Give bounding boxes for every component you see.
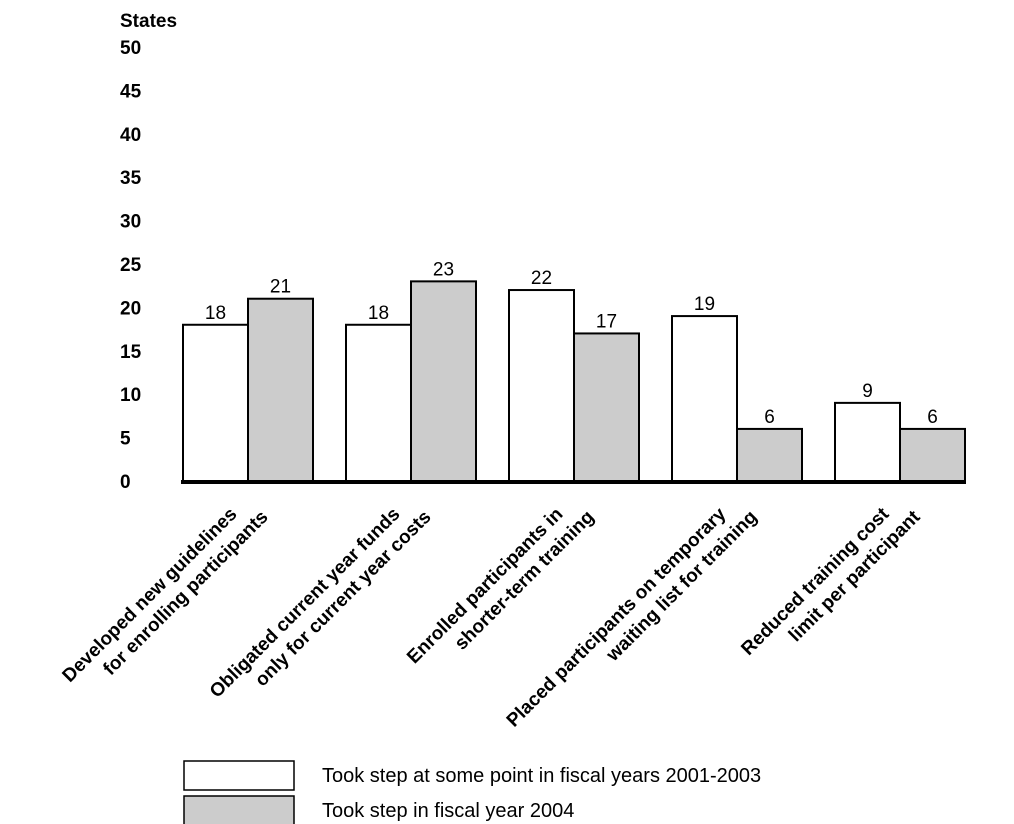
bar — [671, 315, 738, 482]
data-label: 6 — [764, 407, 775, 428]
bar — [899, 427, 966, 483]
y-tick-label: 30 — [120, 212, 141, 233]
data-label: 19 — [694, 294, 715, 315]
y-tick-label: 35 — [120, 168, 142, 189]
bar — [573, 332, 640, 482]
x-tick-label-line: Developed new guidelines — [59, 504, 242, 687]
y-tick-label: 40 — [120, 125, 141, 146]
y-tick-label: 10 — [120, 385, 141, 406]
x-tick-label-line: shorter-term training — [451, 507, 599, 655]
bar — [182, 323, 249, 483]
y-axis-ticks: 0 5 10 15 20 25 30 35 40 45 50 — [120, 38, 142, 493]
y-tick-label: 50 — [120, 38, 141, 59]
bar — [345, 323, 412, 483]
bars: 18 21 18 23 22 17 19 6 9 6 — [182, 259, 966, 483]
x-tick-label-line: waiting list for training — [602, 507, 762, 667]
y-tick-label: 25 — [120, 255, 142, 276]
data-label: 21 — [270, 277, 291, 298]
x-axis-tick-labels: Developed new guidelinesfor enrolling pa… — [59, 489, 925, 731]
legend-swatch — [183, 795, 295, 824]
data-label: 18 — [205, 303, 226, 324]
y-tick-label: 20 — [120, 298, 141, 319]
bar — [508, 289, 575, 483]
y-tick-label: 15 — [120, 342, 142, 363]
data-label: 9 — [862, 381, 873, 402]
y-tick-label: 0 — [120, 472, 131, 493]
legend: Took step at some point in fiscal years … — [183, 760, 761, 824]
legend-label: Took step in fiscal year 2004 — [322, 800, 574, 822]
data-label: 6 — [927, 407, 938, 428]
data-label: 17 — [596, 311, 617, 332]
y-tick-label: 5 — [120, 429, 131, 450]
bar — [834, 401, 901, 483]
data-label: 22 — [531, 268, 552, 289]
data-label: 18 — [368, 303, 389, 324]
bar — [410, 280, 477, 482]
bar — [247, 297, 314, 482]
y-axis-title: States — [120, 11, 177, 32]
y-tick-label: 45 — [120, 81, 142, 102]
legend-swatch — [183, 760, 295, 791]
x-tick-label: Reduced training costlimit per participa… — [737, 489, 925, 677]
x-tick-label-line: only for current year costs — [251, 507, 435, 691]
x-tick-label-line: Reduced training cost — [737, 503, 893, 659]
data-label: 23 — [433, 259, 454, 280]
legend-label: Took step at some point in fiscal years … — [322, 765, 761, 787]
bar — [736, 427, 803, 483]
